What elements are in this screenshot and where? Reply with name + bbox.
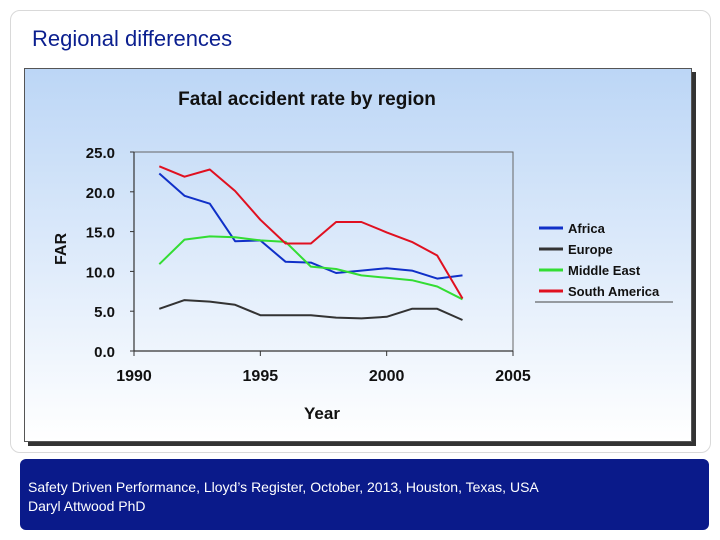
plot-frame bbox=[133, 151, 514, 352]
footer-author: Daryl Attwood PhD bbox=[28, 498, 146, 514]
series-line-south-america bbox=[158, 165, 464, 300]
footer-citation: Safety Driven Performance, Lloyd’s Regis… bbox=[28, 479, 539, 495]
chart-svg: Fatal accident rate by region FAR Year 0… bbox=[53, 89, 673, 423]
y-tick-label: 25.0 bbox=[86, 145, 115, 162]
x-axis-label: Year bbox=[304, 404, 340, 423]
legend-label-middle-east: Middle East bbox=[568, 263, 641, 278]
legend-label-africa: Africa bbox=[568, 221, 606, 236]
series-layer bbox=[158, 165, 464, 321]
chart-title: Fatal accident rate by region bbox=[178, 89, 436, 110]
legend: Africa Europe Middle East South America bbox=[539, 221, 660, 299]
footer-banner: Safety Driven Performance, Lloyd’s Regis… bbox=[20, 459, 709, 530]
legend-label-europe: Europe bbox=[568, 242, 613, 257]
x-tick-label: 1995 bbox=[243, 368, 279, 385]
x-tick-label: 1990 bbox=[116, 368, 152, 385]
series-line-africa bbox=[158, 172, 463, 280]
axes-layer: 0.0 5.0 10.0 15.0 20.0 25.0 1990 1995 2000 2005 bbox=[86, 145, 531, 385]
y-axis-label: FAR bbox=[53, 233, 70, 265]
y-tick-label: 5.0 bbox=[94, 304, 115, 321]
chart-panel: Fatal accident rate by region FAR Year 0… bbox=[24, 68, 692, 442]
series-line-europe bbox=[158, 299, 463, 321]
x-tick-label: 2005 bbox=[495, 368, 531, 385]
slide-title: Regional differences bbox=[32, 26, 233, 51]
x-tick-label: 2000 bbox=[369, 368, 405, 385]
y-tick-label: 0.0 bbox=[94, 344, 115, 361]
y-tick-label: 10.0 bbox=[86, 264, 115, 281]
y-tick-label: 20.0 bbox=[86, 185, 115, 202]
y-tick-label: 15.0 bbox=[86, 225, 115, 242]
legend-label-south-america: South America bbox=[568, 284, 660, 299]
series-line-middle-east bbox=[158, 235, 463, 301]
